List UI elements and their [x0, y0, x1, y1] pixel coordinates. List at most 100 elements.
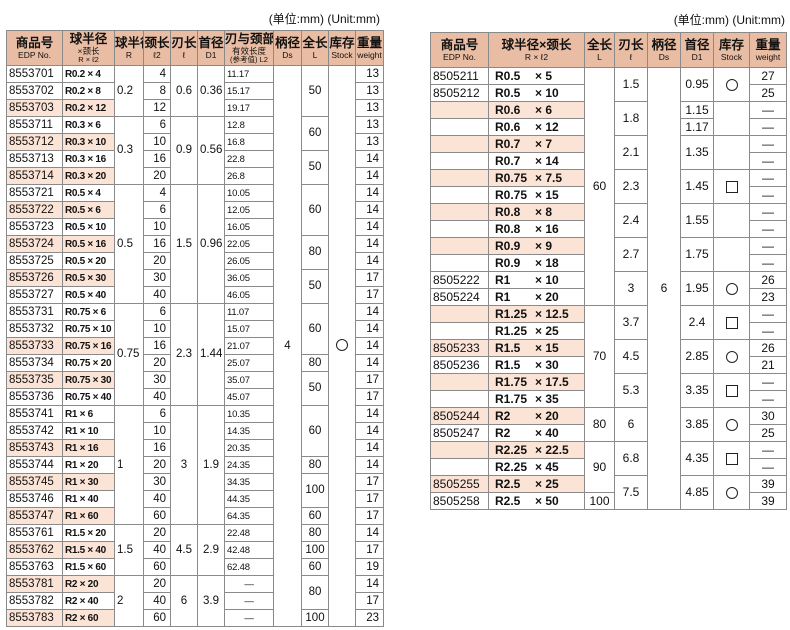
- overall-length: 70: [584, 305, 615, 408]
- edp-number: 8553727: [6, 286, 63, 304]
- table-row: R1.25 × 12.5 70 3.7 2.4 —: [430, 305, 787, 408]
- flute-length: 4.5: [170, 524, 198, 576]
- right-header-7: 重量 weight: [749, 32, 787, 68]
- radius-neck: R0.5 × 6: [62, 201, 115, 219]
- radius-neck: R2 × 20: [488, 407, 585, 425]
- neck-length: 4: [143, 184, 171, 202]
- radius-neck: R1 × 20: [62, 456, 115, 474]
- neck-length: 30: [143, 371, 171, 389]
- radius: R1: [495, 272, 511, 287]
- stock-square-icon: [725, 316, 738, 329]
- weight: 14: [355, 218, 384, 236]
- stock-cell: [713, 67, 750, 102]
- table-row: 8505233 R1.5 × 15 4.5 2.85 26: [430, 339, 787, 374]
- edp-number: [430, 203, 489, 221]
- neck-length: 50: [545, 493, 559, 508]
- effective-length: 15.07: [224, 320, 274, 338]
- table-row: R0.8 × 8 2.4 1.55 —: [430, 203, 787, 238]
- overall-length: 80: [301, 235, 329, 270]
- radius-neck: R0.75 × 20: [62, 354, 115, 372]
- header-en: ℓ2: [153, 50, 161, 60]
- radius: R1.5: [495, 340, 521, 355]
- shank-diameter: 6: [647, 67, 681, 510]
- radius: R0.8: [495, 221, 521, 236]
- radius-neck: R1.5 × 20: [62, 524, 115, 542]
- times-icon: ×: [535, 85, 546, 100]
- table-row: 8505212 R0.5 × 10 25: [430, 84, 787, 102]
- edp-number: 8553746: [6, 490, 63, 508]
- radius-neck: R1 × 10: [488, 271, 585, 289]
- times-icon: ×: [535, 170, 546, 185]
- left-header-2: 球半径R: [114, 30, 144, 66]
- radius-neck: R0.5 × 10: [488, 84, 585, 102]
- effective-length: 11.07: [224, 303, 274, 321]
- effective-length: —: [224, 575, 274, 593]
- radius-neck: R1 × 60: [62, 507, 115, 525]
- effective-length: 36.05: [224, 269, 274, 287]
- neck-diameter: 1.15: [680, 101, 714, 119]
- radius-neck: R1.75 × 35: [488, 390, 585, 408]
- weight: —: [749, 322, 787, 340]
- overall-length: 80: [584, 407, 615, 442]
- table-row: 8553702 R0.2 × 8 8 15.17 13: [6, 82, 384, 100]
- table-row: 8553734 R0.75 × 20 20 25.07 80 14: [6, 354, 384, 372]
- weight: 17: [355, 490, 384, 508]
- neck-length: 25: [545, 476, 559, 491]
- weight: —: [749, 220, 787, 238]
- weight: —: [749, 254, 787, 272]
- flute-length: 3.7: [614, 305, 648, 340]
- table-row: 8553783 R2 × 60 60 — 100 23: [6, 609, 384, 627]
- radius: R0.9: [495, 238, 521, 253]
- edp-number: [430, 186, 489, 204]
- stock-cell: [713, 475, 750, 510]
- weight: 17: [355, 592, 384, 610]
- overall-length: 100: [301, 541, 329, 559]
- edp-number: 8553724: [6, 235, 63, 253]
- neck-diameter: 1.55: [680, 203, 714, 238]
- table-row: 8553746 R1 × 40 40 44.35 17: [6, 490, 384, 508]
- times-icon: ×: [535, 425, 546, 440]
- weight: 17: [355, 388, 384, 406]
- weight: —: [749, 390, 787, 408]
- weight: 14: [355, 201, 384, 219]
- times-icon: ×: [535, 391, 546, 406]
- table-row: 8505255 R2.5 × 25 7.5 4.85 39: [430, 475, 787, 510]
- neck-length: 45: [545, 459, 559, 474]
- edp-number: 8505236: [430, 356, 489, 374]
- radius-neck: R0.9 × 18: [488, 254, 585, 272]
- weight: 17: [355, 286, 384, 304]
- table-row: 8553731 R0.75 × 6 0.75 6 2.3 1.44 11.07 60 14: [6, 303, 384, 406]
- right-header-0: 商品号 EDP No.: [430, 32, 489, 68]
- effective-length: 22.05: [224, 235, 274, 253]
- header-en: ℓ: [182, 50, 186, 60]
- weight: 25: [749, 424, 787, 442]
- flute-length: 2.1: [614, 135, 648, 170]
- effective-length: 22.48: [224, 524, 274, 542]
- radius: R0.75: [495, 187, 528, 202]
- table-row: R2.25 × 22.5 90 6.8 4.35 —: [430, 441, 787, 493]
- neck-length: 20: [143, 456, 171, 474]
- weight: 14: [355, 184, 384, 202]
- weight: 14: [355, 337, 384, 355]
- effective-length: 15.17: [224, 82, 274, 100]
- radius-neck: R0.75 × 16: [62, 337, 115, 355]
- times-icon: ×: [535, 408, 546, 423]
- neck-diameter: 4.85: [680, 475, 714, 510]
- edp-number: 8553742: [6, 422, 63, 440]
- neck-length: 5: [545, 68, 553, 83]
- neck-length: 12: [143, 99, 171, 117]
- overall-length: 50: [301, 150, 329, 185]
- edp-number: 8553744: [6, 456, 63, 474]
- times-icon: ×: [535, 340, 546, 355]
- left-header-4: 刃长 ℓ: [170, 30, 198, 66]
- neck-diameter: 1.9: [197, 405, 225, 525]
- table-row: 8553747 R1 × 60 60 64.35 60 17: [6, 507, 384, 525]
- radius: R2.5: [495, 476, 521, 491]
- flute-length: 3: [170, 405, 198, 525]
- weight: 30: [749, 407, 787, 425]
- effective-length: 12.8: [224, 116, 274, 134]
- neck-length: 30: [143, 473, 171, 491]
- stock-circle-icon: [336, 339, 348, 352]
- radius-neck: R1 × 6: [62, 405, 115, 423]
- right-header-5: 首径 D1: [680, 32, 714, 68]
